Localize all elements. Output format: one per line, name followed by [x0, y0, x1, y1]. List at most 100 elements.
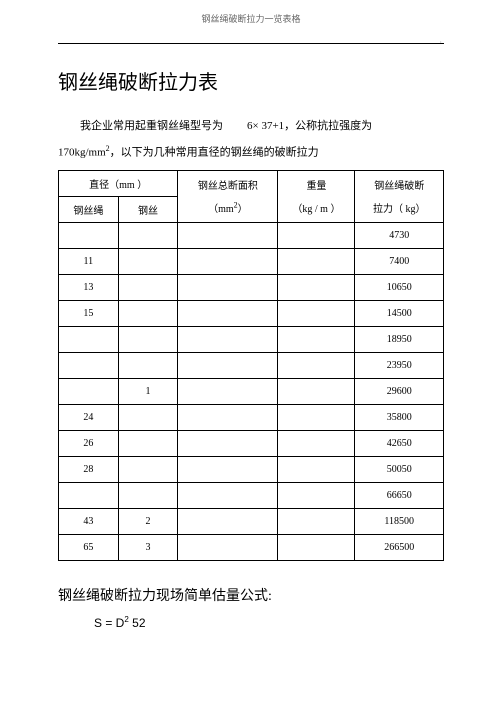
- cell-area: [178, 352, 278, 378]
- cell-wire: 1: [118, 378, 178, 404]
- table-row: 11 7400: [59, 248, 444, 274]
- cell-rope: 13: [59, 274, 119, 300]
- formula-part2: 52: [129, 616, 146, 630]
- table-row: 4730: [59, 222, 444, 248]
- cell-rope: [59, 482, 119, 508]
- cell-rope: [59, 222, 119, 248]
- cell-rope: 11: [59, 248, 119, 274]
- cell-wire: 3: [118, 534, 178, 560]
- cell-force: 10650: [355, 274, 444, 300]
- cell-rope: 65: [59, 534, 119, 560]
- cell-area: [178, 222, 278, 248]
- cell-area: [178, 248, 278, 274]
- cell-rope: [59, 352, 119, 378]
- cell-area: [178, 456, 278, 482]
- table-header-row-1: 直径（mm ） 钢丝总断面积 （mm2） 重量 （kg / m ） 钢丝绳破断 …: [59, 170, 444, 196]
- cell-force: 18950: [355, 326, 444, 352]
- cell-weight: [278, 508, 355, 534]
- cell-rope: 26: [59, 430, 119, 456]
- header-rule: [58, 43, 444, 44]
- th-diameter: 直径（mm ）: [59, 170, 178, 196]
- formula-expression: S = D2 52: [94, 615, 444, 630]
- th-area-l2: （mm: [208, 204, 234, 215]
- th-wire: 钢丝: [118, 196, 178, 222]
- table-row: 23950: [59, 352, 444, 378]
- page-header-text: 钢丝绳破断拉力一览表格: [0, 0, 502, 43]
- content-area: 钢丝绳破断拉力表 我企业常用起重钢丝绳型号为6× 37+1，公称抗拉强度为 17…: [0, 66, 502, 630]
- cell-weight: [278, 222, 355, 248]
- page-corner-mark: ·: [439, 38, 442, 47]
- th-area-l1: 钢丝总断面积: [178, 177, 277, 192]
- cell-rope: 28: [59, 456, 119, 482]
- page-title: 钢丝绳破断拉力表: [58, 66, 444, 95]
- cell-area: [178, 326, 278, 352]
- cell-rope: [59, 378, 119, 404]
- table-row: 653 266500: [59, 534, 444, 560]
- cell-weight: [278, 404, 355, 430]
- th-area: 钢丝总断面积 （mm2）: [178, 170, 278, 222]
- cell-force: 14500: [355, 300, 444, 326]
- table-row: 432 118500: [59, 508, 444, 534]
- cell-wire: [118, 222, 178, 248]
- cell-rope: 15: [59, 300, 119, 326]
- cell-rope: 43: [59, 508, 119, 534]
- th-area-l2-wrap: （mm2）: [178, 200, 277, 215]
- th-force: 钢丝绳破断 拉力（ kg）: [355, 170, 444, 222]
- cell-wire: [118, 482, 178, 508]
- cell-area: [178, 404, 278, 430]
- cell-wire: [118, 430, 178, 456]
- cell-weight: [278, 326, 355, 352]
- th-force-l2: 拉力（ kg）: [355, 200, 443, 215]
- intro-line-2: 170kg/mm2，以下为几种常用直径的钢丝绳的破断拉力: [58, 141, 444, 164]
- cell-area: [178, 378, 278, 404]
- cell-force: 66650: [355, 482, 444, 508]
- table-row: 1 29600: [59, 378, 444, 404]
- cell-area: [178, 430, 278, 456]
- table-row: 26 42650: [59, 430, 444, 456]
- cell-wire: [118, 456, 178, 482]
- table-row: 2850050: [59, 456, 444, 482]
- cell-wire: [118, 326, 178, 352]
- cell-force: 35800: [355, 404, 444, 430]
- cell-wire: [118, 352, 178, 378]
- cell-force: 266500: [355, 534, 444, 560]
- cell-weight: [278, 300, 355, 326]
- intro2-part1: 170kg/mm: [58, 147, 106, 159]
- intro2-part2: ，以下为几种常用直径的钢丝绳的破断拉力: [110, 147, 319, 159]
- cell-rope: [59, 326, 119, 352]
- data-table: 直径（mm ） 钢丝总断面积 （mm2） 重量 （kg / m ） 钢丝绳破断 …: [58, 170, 444, 561]
- formula-title: 钢丝绳破断拉力现场简单估量公式:: [58, 585, 444, 605]
- table-row: 2435800: [59, 404, 444, 430]
- cell-area: [178, 274, 278, 300]
- cell-force: 23950: [355, 352, 444, 378]
- table-body: 4730 11 7400 13 10650 15 145001895023950 1 29600…: [59, 222, 444, 560]
- cell-weight: [278, 482, 355, 508]
- cell-force: 4730: [355, 222, 444, 248]
- table-row: 13 10650: [59, 274, 444, 300]
- cell-area: [178, 482, 278, 508]
- cell-wire: [118, 274, 178, 300]
- cell-force: 118500: [355, 508, 444, 534]
- table-row: 66650: [59, 482, 444, 508]
- cell-wire: [118, 404, 178, 430]
- intro-line-1: 我企业常用起重钢丝绳型号为 6× 37+1，公称抗拉强度为: [58, 115, 444, 137]
- cell-weight: [278, 352, 355, 378]
- cell-area: [178, 508, 278, 534]
- cell-weight: [278, 430, 355, 456]
- cell-weight: [278, 248, 355, 274]
- th-area-l2b: ）: [238, 204, 248, 215]
- cell-force: 42650: [355, 430, 444, 456]
- table-row: 18950: [59, 326, 444, 352]
- cell-force: 7400: [355, 248, 444, 274]
- intro-part2: 6× 37+1，公称抗拉强度为: [247, 120, 372, 132]
- th-force-l1: 钢丝绳破断: [355, 177, 443, 192]
- th-weight-l2: （kg / m ）: [278, 200, 354, 215]
- cell-area: [178, 300, 278, 326]
- cell-weight: [278, 534, 355, 560]
- cell-weight: [278, 274, 355, 300]
- cell-force: 29600: [355, 378, 444, 404]
- cell-area: [178, 534, 278, 560]
- intro-part1: 我企业常用起重钢丝绳型号为: [80, 120, 223, 132]
- th-weight-l1: 重量: [278, 177, 354, 192]
- cell-wire: 2: [118, 508, 178, 534]
